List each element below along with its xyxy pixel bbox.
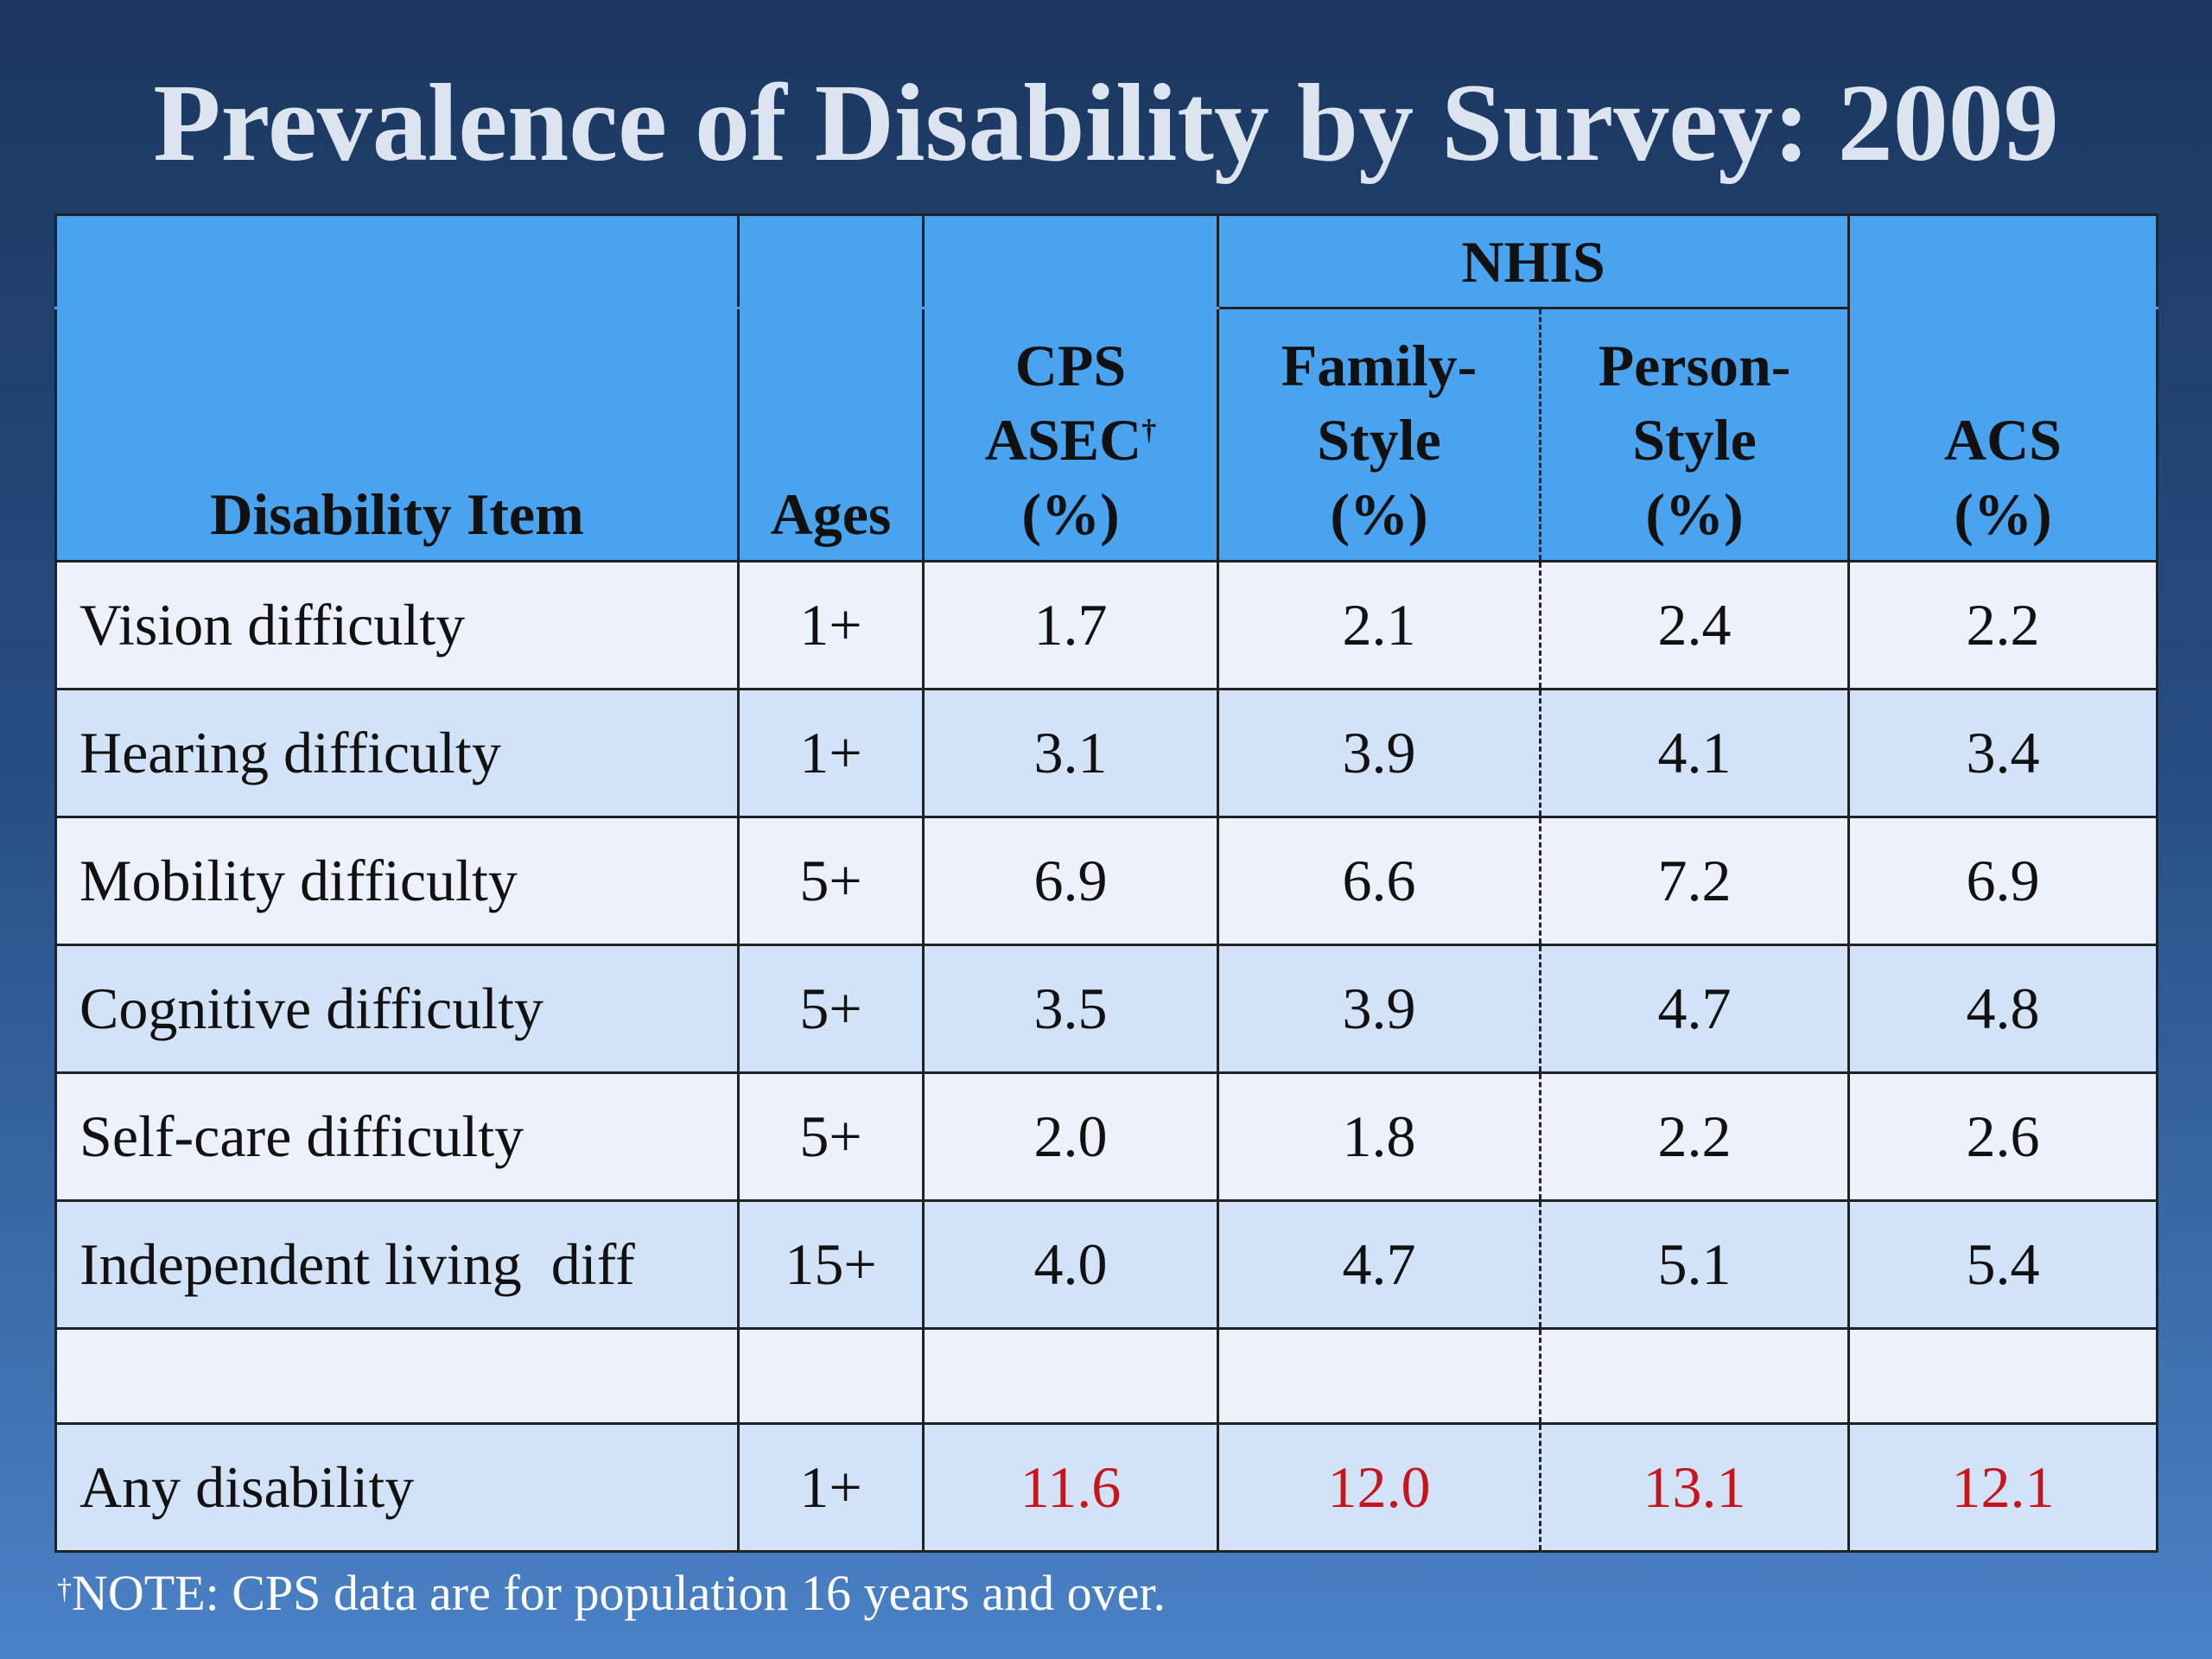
- table-row-any-disability: Any disability 1+ 11.6 12.0 13.1 12.1: [54, 1422, 2158, 1553]
- footnote: †NOTE: CPS data are for population 16 ye…: [57, 1565, 1166, 1621]
- header-cps-top: [922, 213, 1219, 309]
- header-nhis-group: NHIS: [1217, 213, 1850, 309]
- disability-table: NHIS Disability Item Ages CPS ASEC† (%) …: [54, 213, 2158, 1553]
- header-row-bottom: Disability Item Ages CPS ASEC† (%) Famil…: [54, 307, 2158, 563]
- header-cps-asec: CPS ASEC† (%): [922, 307, 1219, 563]
- header-person-style: Person- Style (%): [1539, 307, 1850, 563]
- table-row: Cognitive difficulty 5+ 3.5 3.9 4.7 4.8: [54, 944, 2158, 1074]
- dagger-mark: †: [1141, 414, 1157, 447]
- table-row-empty: [54, 1327, 2158, 1425]
- header-disability-item: Disability Item: [54, 307, 740, 563]
- header-item-top: [54, 213, 740, 309]
- table-row: Vision difficulty 1+ 1.7 2.1 2.4 2.2: [54, 560, 2158, 690]
- header-acs: ACS (%): [1847, 307, 2158, 563]
- slide-title: Prevalence of Disability by Survey: 2009: [153, 61, 2059, 184]
- table-row: Independent living diff 15+ 4.0 4.7 5.1 …: [54, 1199, 2158, 1330]
- dagger-mark: †: [57, 1573, 72, 1605]
- table-row: Self-care difficulty 5+ 2.0 1.8 2.2 2.6: [54, 1071, 2158, 1202]
- table-row: Hearing difficulty 1+ 3.1 3.9 4.1 3.4: [54, 688, 2158, 818]
- header-acs-top: [1847, 213, 2158, 309]
- table-row: Mobility difficulty 5+ 6.9 6.6 7.2 6.9: [54, 816, 2158, 946]
- header-row-top: NHIS: [54, 213, 2158, 309]
- header-family-style: Family- Style (%): [1217, 307, 1541, 563]
- header-ages: Ages: [737, 307, 925, 563]
- header-ages-top: [737, 213, 925, 309]
